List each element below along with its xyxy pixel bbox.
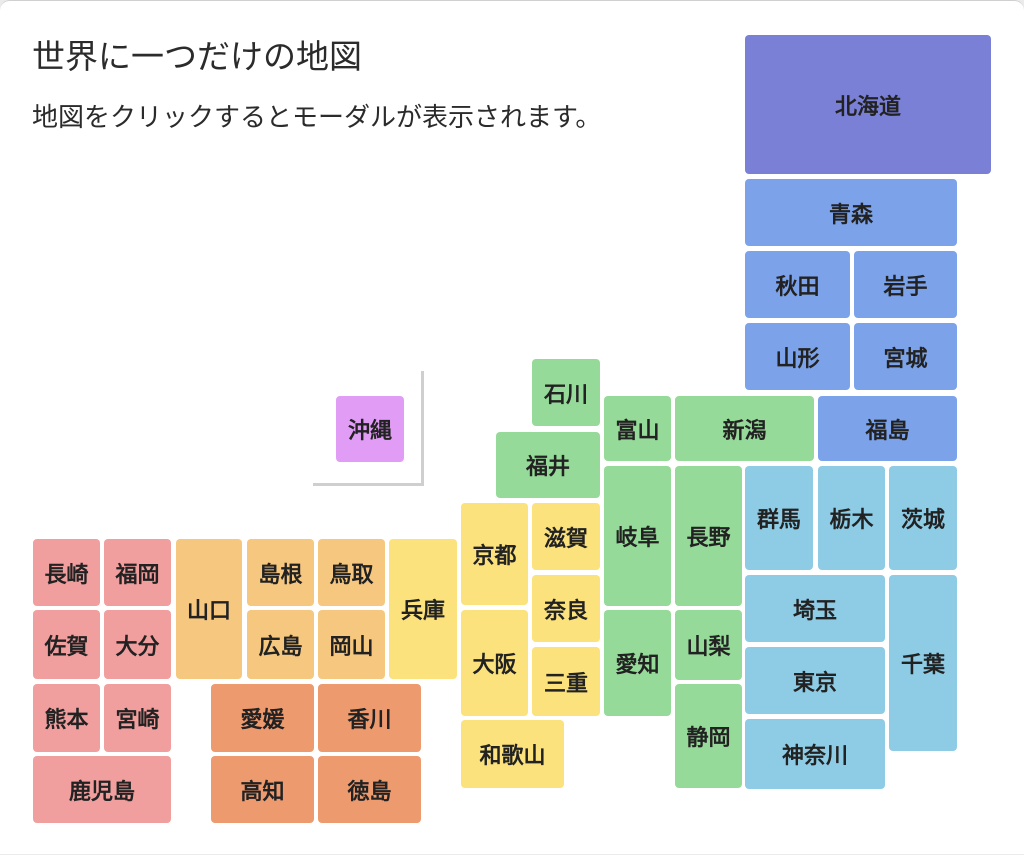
- prefecture-ibaraki[interactable]: 茨城: [889, 466, 957, 570]
- prefecture-shimane[interactable]: 島根: [247, 539, 314, 606]
- prefecture-yamaguchi[interactable]: 山口: [176, 539, 242, 679]
- prefecture-mie[interactable]: 三重: [532, 647, 600, 716]
- prefecture-kagawa[interactable]: 香川: [318, 684, 421, 752]
- prefecture-toyama[interactable]: 富山: [604, 396, 671, 461]
- prefecture-yamagata[interactable]: 山形: [745, 323, 850, 390]
- prefecture-kagoshima[interactable]: 鹿児島: [33, 756, 171, 823]
- prefecture-nagano[interactable]: 長野: [675, 466, 742, 606]
- prefecture-oita[interactable]: 大分: [104, 610, 171, 679]
- prefecture-fukui[interactable]: 福井: [496, 432, 600, 498]
- prefecture-okinawa[interactable]: 沖縄: [336, 396, 404, 462]
- prefecture-yamanashi[interactable]: 山梨: [675, 610, 742, 680]
- page-description: 地図をクリックするとモーダルが表示されます。: [32, 103, 602, 133]
- prefecture-kanagawa[interactable]: 神奈川: [745, 719, 885, 789]
- prefecture-nara[interactable]: 奈良: [532, 575, 600, 642]
- prefecture-miyagi[interactable]: 宮城: [854, 323, 957, 390]
- prefecture-chiba[interactable]: 千葉: [889, 575, 957, 751]
- prefecture-wakayama[interactable]: 和歌山: [461, 720, 564, 788]
- prefecture-gifu[interactable]: 岐阜: [604, 466, 671, 606]
- prefecture-fukuoka[interactable]: 福岡: [104, 539, 171, 606]
- prefecture-ehime[interactable]: 愛媛: [211, 684, 314, 752]
- prefecture-hiroshima[interactable]: 広島: [247, 610, 314, 679]
- prefecture-kumamoto[interactable]: 熊本: [33, 684, 100, 752]
- okinawa-inset-frame: [313, 371, 424, 486]
- prefecture-tokushima[interactable]: 徳島: [318, 756, 421, 823]
- prefecture-saitama[interactable]: 埼玉: [745, 575, 885, 642]
- prefecture-aomori[interactable]: 青森: [745, 179, 957, 246]
- prefecture-nagasaki[interactable]: 長崎: [33, 539, 100, 606]
- prefecture-miyazaki[interactable]: 宮崎: [104, 684, 171, 752]
- prefecture-hokkaido[interactable]: 北海道: [745, 35, 991, 174]
- prefecture-niigata[interactable]: 新潟: [675, 396, 814, 461]
- page-title: 世界に一つだけの地図: [32, 37, 362, 76]
- prefecture-shiga[interactable]: 滋賀: [532, 503, 600, 570]
- prefecture-aichi[interactable]: 愛知: [604, 610, 671, 716]
- prefecture-iwate[interactable]: 岩手: [854, 251, 957, 318]
- prefecture-osaka[interactable]: 大阪: [461, 610, 528, 716]
- prefecture-kochi[interactable]: 高知: [211, 756, 314, 823]
- prefecture-gunma[interactable]: 群馬: [745, 466, 813, 570]
- prefecture-okayama[interactable]: 岡山: [318, 610, 385, 679]
- prefecture-ishikawa[interactable]: 石川: [532, 359, 600, 426]
- prefecture-tochigi[interactable]: 栃木: [818, 466, 885, 570]
- prefecture-shizuoka[interactable]: 静岡: [675, 684, 742, 788]
- prefecture-fukushima[interactable]: 福島: [818, 396, 957, 461]
- prefecture-kyoto[interactable]: 京都: [461, 503, 528, 605]
- prefecture-saga[interactable]: 佐賀: [33, 610, 100, 679]
- prefecture-tottori[interactable]: 鳥取: [318, 539, 385, 606]
- prefecture-hyogo[interactable]: 兵庫: [389, 539, 457, 679]
- prefecture-tokyo[interactable]: 東京: [745, 647, 885, 714]
- prefecture-akita[interactable]: 秋田: [745, 251, 850, 318]
